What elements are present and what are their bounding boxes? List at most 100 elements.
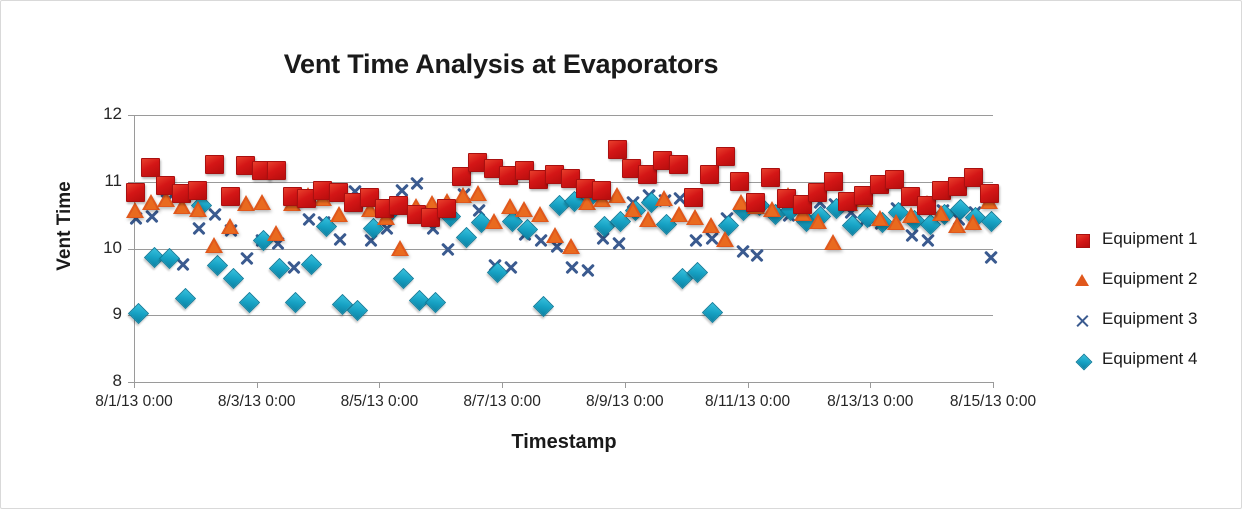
y-tick-label: 10 bbox=[103, 237, 122, 257]
data-point-square bbox=[591, 181, 611, 201]
data-point-square bbox=[561, 168, 581, 188]
y-axis-label: Vent Time bbox=[54, 181, 75, 271]
data-point-square bbox=[235, 155, 255, 175]
gridline-y-9 bbox=[134, 315, 993, 317]
x-tick-label: 8/11/13 0:00 bbox=[705, 393, 791, 410]
data-point-x bbox=[516, 225, 534, 243]
data-point-triangle bbox=[793, 204, 812, 221]
data-point-x bbox=[718, 209, 736, 227]
data-point-square bbox=[221, 186, 241, 206]
data-point-triangle bbox=[344, 195, 363, 212]
data-point-diamond bbox=[301, 253, 323, 275]
data-point-diamond bbox=[502, 210, 524, 233]
x-axis-line bbox=[134, 382, 994, 383]
data-point-triangle bbox=[608, 187, 627, 204]
legend-item-1[interactable]: Equipment 1 bbox=[1073, 219, 1233, 259]
data-point-diamond bbox=[871, 212, 893, 234]
legend-marker-square-icon bbox=[1073, 229, 1093, 249]
data-point-square bbox=[188, 181, 208, 201]
x-tick-label: 8/5/13 0:00 bbox=[340, 393, 419, 410]
y-tick-label: 9 bbox=[112, 304, 122, 324]
data-point-triangle bbox=[500, 198, 519, 215]
y-tick-label: 12 bbox=[103, 104, 122, 123]
data-point-diamond bbox=[144, 246, 166, 269]
data-point-diamond bbox=[610, 210, 632, 233]
data-point-triangle bbox=[437, 192, 456, 209]
data-point-diamond bbox=[856, 206, 879, 229]
legend: Equipment 1 Equipment 2 Equipment 3 Equipme… bbox=[1073, 219, 1233, 379]
data-point-x bbox=[982, 248, 1000, 266]
data-point-square bbox=[437, 198, 457, 218]
data-point-square bbox=[282, 186, 302, 206]
data-point-diamond bbox=[548, 194, 571, 217]
data-point-x bbox=[174, 255, 192, 273]
data-point-diamond bbox=[718, 214, 740, 237]
legend-item-2[interactable]: Equipment 2 bbox=[1073, 259, 1233, 299]
data-point-square bbox=[483, 158, 503, 178]
data-point-triangle bbox=[204, 236, 223, 253]
data-point-square bbox=[359, 187, 379, 207]
data-point-diamond bbox=[733, 200, 755, 222]
chart-title: Vent Time Analysis at Evaporators bbox=[283, 49, 719, 79]
data-point-diamond bbox=[439, 205, 461, 227]
data-point-diamond bbox=[269, 257, 291, 279]
data-point-x bbox=[950, 210, 968, 228]
data-point-square bbox=[467, 152, 487, 172]
x-tick-mark bbox=[134, 382, 135, 388]
data-point-square bbox=[777, 189, 797, 209]
data-point-triangle bbox=[267, 224, 286, 241]
data-point-diamond bbox=[425, 292, 447, 314]
data-point-triangle bbox=[701, 216, 720, 233]
data-point-triangle bbox=[747, 198, 766, 215]
data-point-x bbox=[253, 231, 271, 249]
data-point-square bbox=[329, 182, 349, 202]
data-point-diamond bbox=[128, 302, 150, 325]
data-point-triangle bbox=[188, 200, 207, 217]
data-point-square bbox=[251, 161, 271, 181]
data-point-diamond bbox=[393, 268, 415, 290]
data-point-square bbox=[699, 164, 719, 184]
y-tick-mark bbox=[128, 115, 134, 116]
data-point-diamond bbox=[190, 194, 212, 217]
x-tick-mark bbox=[502, 382, 504, 388]
y-tick-mark bbox=[128, 248, 134, 250]
data-point-triangle bbox=[545, 227, 564, 244]
data-point-diamond bbox=[826, 197, 848, 219]
legend-item-4[interactable]: Equipment 4 bbox=[1073, 339, 1233, 379]
data-point-diamond bbox=[238, 292, 260, 314]
data-point-triangle bbox=[360, 200, 379, 217]
data-point-square bbox=[125, 182, 145, 202]
data-point-x bbox=[362, 231, 380, 249]
data-point-triangle bbox=[655, 190, 674, 207]
x-tick-label: 8/1/13 0:00 bbox=[95, 393, 173, 410]
data-point-triangle bbox=[468, 184, 487, 201]
data-point-diamond bbox=[764, 204, 787, 226]
data-point-square bbox=[653, 150, 673, 170]
data-point-triangle bbox=[685, 208, 704, 225]
data-point-x bbox=[872, 214, 890, 232]
data-point-square bbox=[669, 154, 689, 174]
data-point-x bbox=[934, 201, 952, 219]
data-point-x bbox=[486, 256, 504, 274]
x-axis-label: Timestamp bbox=[511, 431, 617, 453]
data-point-triangle bbox=[407, 198, 426, 215]
data-point-diamond bbox=[671, 268, 693, 290]
data-point-x bbox=[532, 231, 550, 249]
data-point-triangle bbox=[901, 207, 920, 224]
data-point-square bbox=[931, 181, 951, 201]
legend-marker-diamond-icon bbox=[1073, 349, 1093, 371]
data-point-diamond bbox=[206, 254, 228, 277]
data-point-square bbox=[607, 139, 627, 159]
data-point-diamond bbox=[517, 218, 539, 241]
data-point-diamond bbox=[919, 213, 941, 235]
data-point-diamond bbox=[903, 209, 925, 231]
data-point-square bbox=[761, 167, 781, 187]
data-point-x bbox=[563, 258, 581, 276]
data-point-triangle bbox=[142, 194, 161, 211]
data-point-x bbox=[158, 191, 176, 209]
data-point-triangle bbox=[156, 191, 175, 208]
data-point-diamond bbox=[158, 248, 180, 270]
data-point-triangle bbox=[236, 195, 255, 212]
legend-item-3[interactable]: Equipment 3 bbox=[1073, 299, 1233, 339]
